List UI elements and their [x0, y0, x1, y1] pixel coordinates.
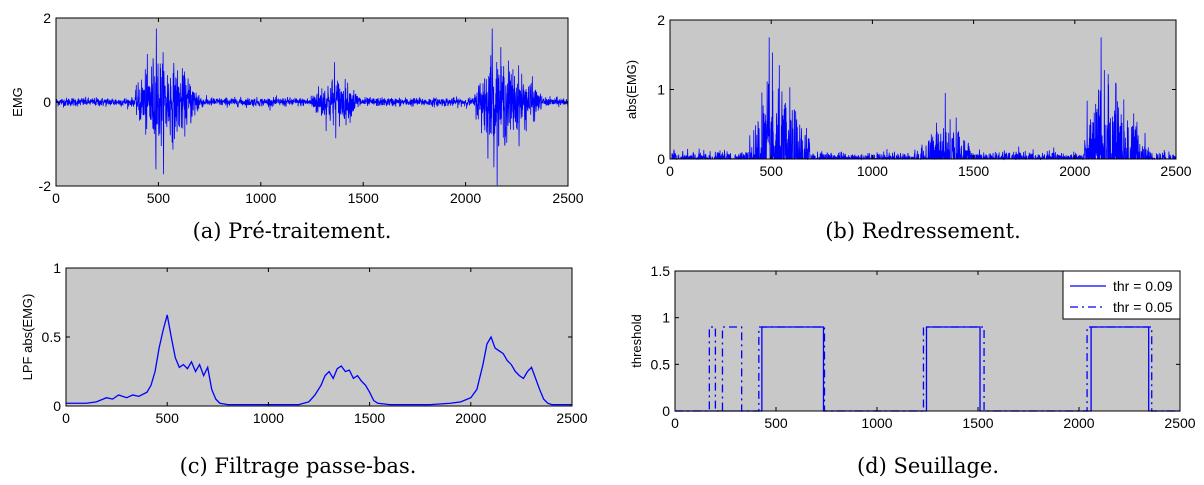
x-tick-label: 2000	[1063, 415, 1094, 431]
x-tick-label: 2500	[1164, 415, 1195, 431]
x-tick-label: 0	[52, 190, 60, 206]
caption-c: (c) Filtrage passe-bas.	[180, 454, 417, 478]
panel-d: 0 500 1000 1500 2000 2500 0 0.5 1 1.5 threshold t…	[629, 263, 1196, 478]
x-tick-label: 2500	[556, 410, 587, 426]
x-tick-label: 1000	[861, 415, 892, 431]
y-tick-label: 1	[657, 82, 665, 98]
legend-label-2: thr = 0.05	[1113, 299, 1173, 315]
legend-label-1: thr = 0.09	[1113, 278, 1173, 294]
x-tick-label: 2500	[552, 190, 583, 206]
y-tick-label: 1	[662, 310, 670, 326]
x-tick-label: 1500	[348, 190, 379, 206]
x-tick-label: 500	[147, 190, 171, 206]
plot-area-b	[670, 20, 1176, 159]
y-tick-label: 2	[657, 12, 665, 28]
y-tick-label: 2	[43, 10, 51, 26]
x-tick-label: 1500	[354, 410, 385, 426]
x-tick-label: 2000	[450, 190, 481, 206]
x-tick-label: 2500	[1160, 163, 1191, 179]
x-tick-label: 1000	[253, 410, 284, 426]
series-line	[66, 314, 572, 406]
x-tick-label: 1000	[245, 190, 276, 206]
y-tick-label: 0	[53, 398, 61, 414]
ylabel-c: LPF abs(EMG)	[20, 294, 35, 381]
y-tick-label: -2	[39, 178, 52, 194]
x-tick-label: 500	[764, 415, 788, 431]
y-tick-label: 1	[53, 260, 61, 276]
ylabel-d: threshold	[629, 314, 644, 367]
series-line	[55, 28, 569, 186]
x-tick-label: 1500	[962, 415, 993, 431]
y-tick-label: 1.5	[651, 263, 671, 279]
panel-b: 0 500 1000 1500 2000 2500 0 1 2 abs(EMG) (b) Red…	[624, 12, 1192, 243]
x-tick-label: 1500	[958, 163, 989, 179]
ylabel-a: EMG	[10, 87, 25, 117]
x-tick-label: 2000	[1059, 163, 1090, 179]
y-tick-label: 0.5	[42, 329, 62, 345]
x-tick-label: 0	[666, 163, 674, 179]
x-tick-label: 0	[671, 415, 679, 431]
x-tick-label: 0	[62, 410, 70, 426]
y-tick-label: 0	[657, 151, 665, 167]
ylabel-b: abs(EMG)	[624, 60, 639, 119]
x-tick-label: 1000	[857, 163, 888, 179]
panel-a: 0 500 1000 1500 2000 2500-202 EMG (a) Pré-tra…	[10, 10, 584, 243]
legend-box	[1062, 270, 1181, 320]
caption-a: (a) Pré-traitement.	[193, 219, 392, 243]
axes-frame	[674, 270, 1181, 412]
series-line-2	[675, 326, 1180, 412]
x-tick-label: 500	[156, 410, 180, 426]
x-tick-label: 2000	[455, 410, 486, 426]
plot-area-c	[66, 268, 572, 406]
caption-d: (d) Seuillage.	[857, 454, 999, 478]
caption-b: (b) Redressement.	[825, 219, 1021, 243]
x-tick-label: 500	[760, 163, 784, 179]
panel-c: 0 500 1000 1500 2000 2500 0 0.5 1 LPF abs(EMG) (…	[20, 260, 588, 478]
y-tick-label: 0.5	[651, 356, 671, 372]
y-tick-label: 0	[43, 94, 51, 110]
y-tick-label: 0	[662, 403, 670, 419]
legend: thr = 0.09 thr = 0.05	[1062, 270, 1181, 320]
